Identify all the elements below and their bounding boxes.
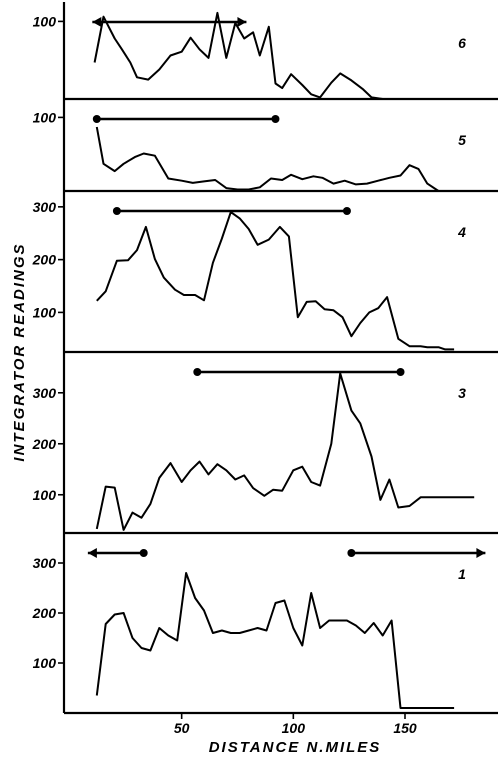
y-axis-label: INTEGRATOR READINGS: [11, 242, 28, 461]
panel-label: 6: [458, 35, 466, 51]
range-marker-dot: [396, 368, 405, 376]
y-tick-label: 200: [32, 436, 57, 452]
panel-5: 100 5: [33, 109, 466, 192]
panel-4: 100 200 300 4: [32, 199, 466, 351]
range-marker-dot: [112, 207, 121, 215]
y-tick-label: 200: [32, 605, 57, 621]
panel-label: 4: [457, 224, 466, 240]
y-tick-label: 100: [33, 13, 57, 29]
range-marker-arrowhead: [476, 548, 486, 558]
chart-panels: 100 6 100 5 100 200 300 4 100 200 300 3 100 200 300 1: [32, 11, 486, 709]
x-tick-label: 50: [174, 720, 190, 736]
panel-1: 100 200 300 1: [32, 548, 486, 709]
range-marker-dot: [342, 207, 351, 215]
y-tick-label: 100: [33, 109, 57, 125]
panel-label: 5: [458, 132, 466, 148]
y-tick-label: 300: [33, 199, 57, 215]
x-tick-label: 150: [393, 720, 417, 736]
range-marker-dot: [139, 549, 148, 557]
chart-frame: [62, 2, 498, 715]
range-marker-arrowhead: [237, 17, 247, 27]
range-marker-dot: [193, 368, 202, 376]
panel-label: 3: [458, 385, 466, 401]
y-tick-label: 300: [33, 555, 57, 571]
x-axis-label: DISTANCE N.MILES: [209, 739, 382, 756]
series-line-3: [95, 372, 475, 531]
series-line-4: [96, 211, 455, 351]
y-tick-label: 200: [32, 252, 57, 268]
range-marker-arrowhead: [92, 17, 102, 27]
series-line-1: [95, 572, 455, 709]
y-tick-label: 100: [33, 304, 57, 320]
panel-label: 1: [458, 566, 466, 582]
range-marker-dot: [347, 549, 356, 557]
y-tick-label: 100: [33, 487, 57, 503]
y-tick-label: 300: [33, 385, 57, 401]
range-marker-dot: [271, 115, 280, 123]
panel-3: 100 200 300 3: [32, 368, 475, 531]
x-axis: 50 100 150: [174, 713, 417, 736]
series-line-5: [95, 126, 440, 192]
series-line-6: [93, 11, 417, 100]
x-tick-label: 100: [282, 720, 306, 736]
range-marker-arrowhead: [87, 548, 97, 558]
range-marker-dot: [92, 115, 101, 123]
panel-6: 100 6: [33, 11, 466, 100]
y-tick-label: 100: [33, 655, 57, 671]
